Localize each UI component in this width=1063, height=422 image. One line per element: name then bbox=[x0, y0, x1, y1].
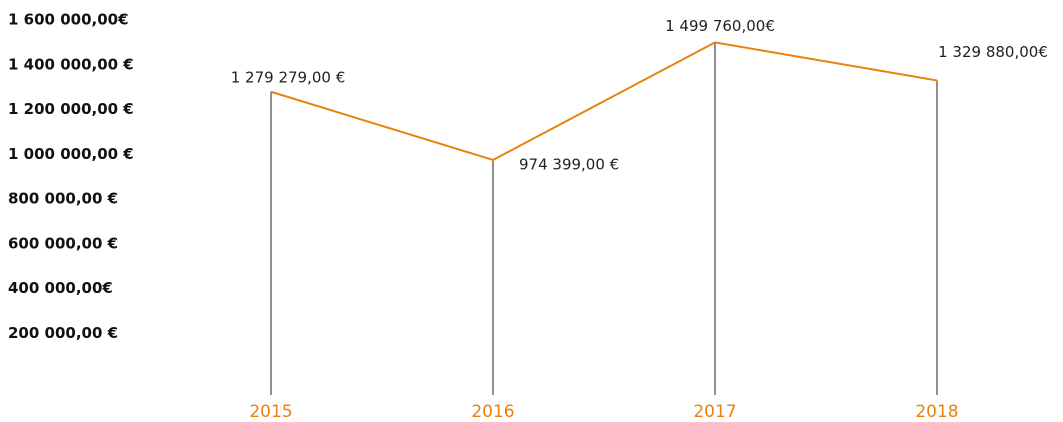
data-label: 1 279 279,00 € bbox=[231, 68, 346, 86]
data-label: 1 499 760,00€ bbox=[665, 17, 775, 35]
line bbox=[270, 41, 938, 162]
x-tick-label: 2015 bbox=[249, 402, 292, 422]
y-tick-label: 600 000,00 € bbox=[8, 234, 118, 252]
y-tick-label: 1 200 000,00 € bbox=[8, 100, 134, 118]
data-label: 974 399,00 € bbox=[519, 155, 619, 173]
y-tick-label: 1 600 000,00€ bbox=[8, 11, 129, 29]
y-tick-label: 1 400 000,00 € bbox=[8, 55, 134, 73]
y-tick-label: 1 000 000,00 € bbox=[8, 145, 134, 163]
x-tick-label: 2018 bbox=[915, 402, 958, 422]
x-tick-label: 2016 bbox=[471, 402, 514, 422]
data-label: 1 329 880,00€ bbox=[938, 43, 1048, 61]
y-tick-label: 800 000,00 € bbox=[8, 190, 118, 208]
x-tick-label: 2017 bbox=[693, 402, 736, 422]
y-tick-label: 400 000,00€ bbox=[8, 279, 113, 297]
y-tick-label: 200 000,00 € bbox=[8, 324, 118, 342]
